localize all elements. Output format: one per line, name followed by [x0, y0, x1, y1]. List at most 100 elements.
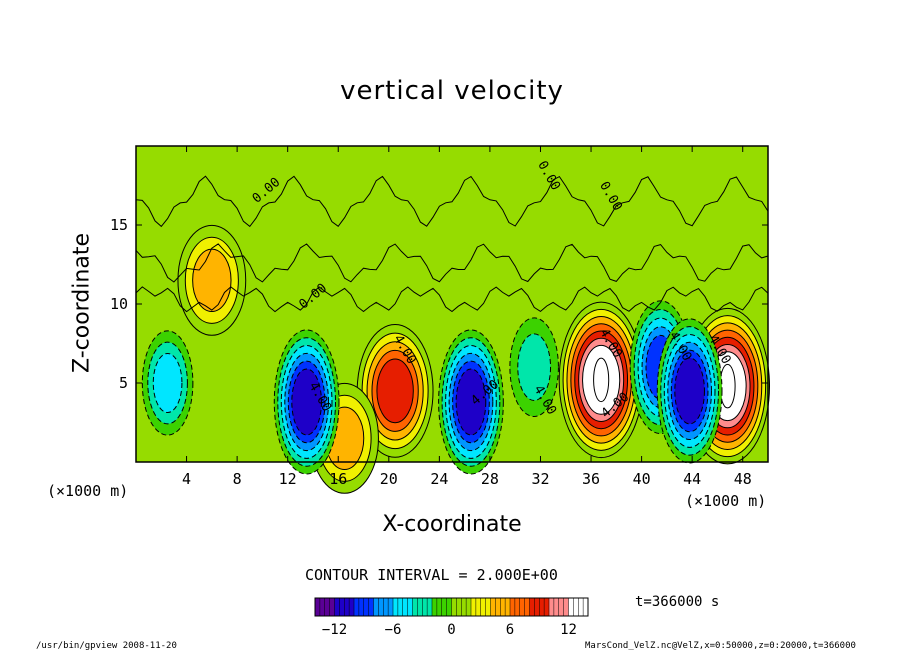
colorbar-segment — [315, 598, 321, 616]
colorbar-frame — [314, 597, 589, 617]
colorbar-tick-label: −12 — [322, 622, 347, 638]
updraft-core — [719, 363, 736, 409]
zero-contour — [135, 175, 769, 228]
colorbar-segment — [583, 598, 589, 616]
downdraft-contour — [674, 357, 705, 425]
x-tick-label: 40 — [633, 470, 651, 488]
colorbar-segment — [544, 598, 550, 616]
x-tick-label: 36 — [582, 470, 600, 488]
colorbar-segment — [354, 598, 360, 616]
colorbar-tick-label: 0 — [447, 622, 455, 638]
colorbar-segment — [456, 598, 462, 616]
colorbar-segment — [539, 598, 545, 616]
downdraft-contour — [152, 352, 183, 414]
y-tick-label: 5 — [119, 374, 128, 392]
colorbar-segment — [388, 598, 394, 616]
colorbar-segment — [363, 598, 369, 616]
colorbar-segment — [475, 598, 482, 616]
colorbar-tick-label: 6 — [506, 622, 514, 638]
colorbar-segment — [558, 598, 564, 616]
colorbar-segment — [441, 598, 447, 616]
zero-contour — [135, 286, 769, 313]
colorbar-segment — [495, 598, 501, 616]
downdraft-contour — [291, 368, 322, 436]
colorbar-segment — [373, 598, 379, 616]
updraft-contour — [376, 358, 414, 424]
downdraft-cell — [509, 317, 559, 417]
colorbar-segment — [393, 598, 399, 616]
downdraft-cell — [438, 329, 504, 475]
colorbar-segment — [412, 598, 418, 616]
colorbar-segment — [344, 598, 350, 616]
colorbar-segment — [324, 598, 330, 616]
colorbar-segment — [358, 598, 365, 616]
colorbar-segment — [529, 598, 535, 616]
contour-interval-text: CONTOUR INTERVAL = 2.000E+00 — [305, 566, 558, 584]
chart-title: vertical velocity — [340, 76, 564, 106]
x-axis-unit-right: (×1000 m) — [685, 492, 767, 510]
colorbar-segment — [549, 598, 555, 616]
y-axis-label: Z-coordinate — [69, 233, 95, 373]
colorbar-segment — [490, 598, 496, 616]
zero-contour — [135, 243, 769, 283]
colorbar-segment — [378, 598, 384, 616]
colorbar-segment — [534, 598, 540, 616]
colorbar-segment — [510, 598, 516, 616]
x-tick-label: 16 — [329, 470, 347, 488]
x-axis-unit-left: (×1000 m) — [47, 482, 129, 500]
x-tick-label: 4 — [182, 470, 191, 488]
colorbar-segment — [461, 598, 467, 616]
colorbar-segment — [427, 598, 433, 616]
x-axis-label: X-coordinate — [382, 512, 522, 537]
colorbar-segment — [432, 598, 438, 616]
x-tick-label: 32 — [531, 470, 549, 488]
colorbar-tick-label: −6 — [385, 622, 402, 638]
updraft-core — [593, 357, 610, 403]
x-tick-label: 28 — [481, 470, 499, 488]
colorbar-segment — [578, 598, 584, 616]
colorbar-segment — [397, 598, 404, 616]
colorbar-segment — [402, 598, 408, 616]
updraft-cell — [177, 224, 247, 336]
downdraft-contour — [455, 368, 487, 436]
colorbar-segment — [500, 598, 506, 616]
colorbar-segment — [505, 598, 511, 616]
time-label: t=366000 s — [635, 594, 720, 610]
colorbar-segment — [466, 598, 472, 616]
colorbar-segment — [514, 598, 521, 616]
x-tick-label: 20 — [380, 470, 398, 488]
colorbar-segment — [349, 598, 355, 616]
footer-right: MarsCond_VelZ.nc@VelZ,x=0:50000,z=0:2000… — [585, 641, 856, 651]
downdraft-contour — [517, 333, 552, 401]
colorbar-segment — [451, 598, 457, 616]
x-tick-label: 24 — [430, 470, 448, 488]
colorbar-segment — [519, 598, 525, 616]
colorbar-segment — [480, 598, 486, 616]
footer-left: /usr/bin/gpview 2008-11-20 — [36, 641, 177, 651]
y-tick-label: 10 — [110, 295, 128, 313]
y-tick-label: 15 — [110, 216, 128, 234]
colorbar-segment — [436, 598, 443, 616]
downdraft-cell — [656, 318, 723, 464]
colorbar-segment — [339, 598, 345, 616]
colorbar-segment — [334, 598, 340, 616]
x-tick-label: 48 — [734, 470, 752, 488]
colorbar-segment — [383, 598, 389, 616]
colorbar-segment — [329, 598, 335, 616]
colorbar-segment — [524, 598, 530, 616]
downdraft-cell — [141, 330, 194, 436]
colorbar-segment — [407, 598, 413, 616]
updraft-contour — [192, 248, 232, 312]
colorbar-segment — [446, 598, 452, 616]
x-tick-label: 12 — [279, 470, 297, 488]
updraft-cell — [558, 301, 644, 459]
x-tick-label: 44 — [683, 470, 701, 488]
x-tick-label: 8 — [233, 470, 242, 488]
colorbar-segment — [563, 598, 569, 616]
colorbar-segment — [368, 598, 374, 616]
colorbar-segment — [568, 598, 574, 616]
colorbar-segment — [573, 598, 579, 616]
colorbar-segment — [319, 598, 326, 616]
colorbar-segment — [471, 598, 477, 616]
colorbar-segment — [422, 598, 428, 616]
